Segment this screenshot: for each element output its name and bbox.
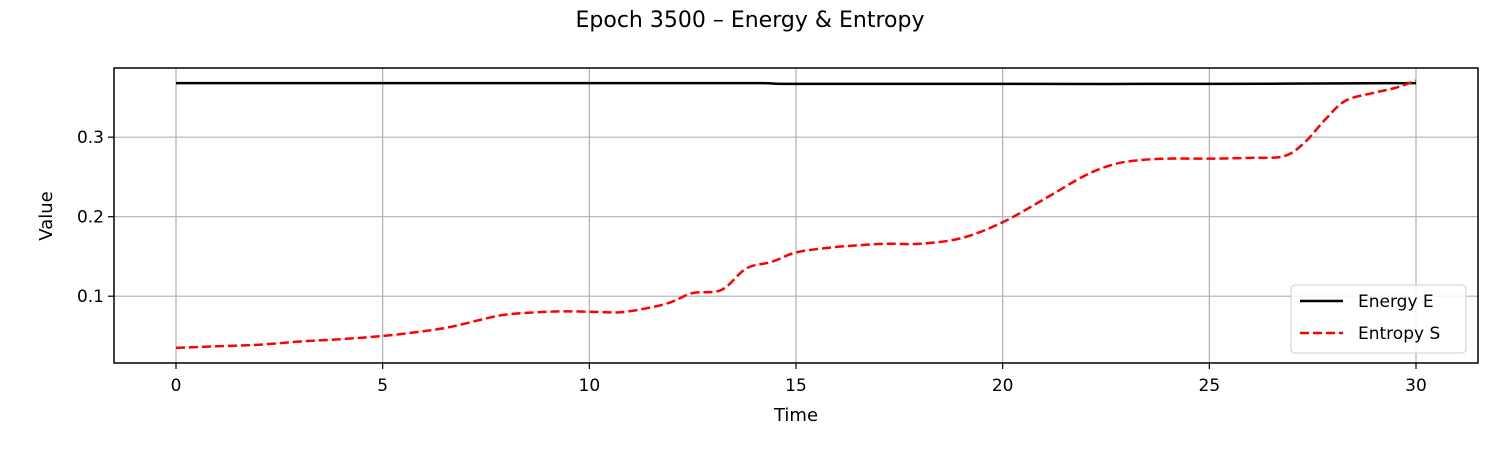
x-tick-label: 25: [1199, 376, 1221, 396]
series-line-entropy-s: [175, 79, 1417, 350]
legend-label-energy: Energy E: [1358, 292, 1434, 312]
axis-ticks: 0 5 10 15 20 25 30 0.1 0.2 0.3: [77, 128, 1427, 396]
y-tick-label: 0.2: [77, 208, 104, 228]
chart-title: Epoch 3500 – Energy & Entropy: [576, 8, 925, 33]
grid: [114, 68, 1478, 363]
y-axis-label: Value: [36, 191, 57, 240]
plot-area: [175, 79, 1417, 350]
x-tick-label: 0: [171, 376, 182, 396]
x-tick-label: 5: [377, 376, 388, 396]
y-tick-label: 0.1: [77, 287, 104, 307]
x-tick-label: 30: [1405, 376, 1427, 396]
y-tick-label: 0.3: [77, 128, 104, 148]
series-line-energy-e: [176, 81, 1417, 86]
x-axis-label: Time: [773, 405, 818, 426]
legend-label-entropy: Entropy S: [1358, 324, 1440, 344]
legend: Energy E Entropy S: [1290, 284, 1467, 354]
x-tick-label: 10: [579, 376, 601, 396]
x-tick-label: 20: [992, 376, 1014, 396]
x-tick-label: 15: [785, 376, 807, 396]
